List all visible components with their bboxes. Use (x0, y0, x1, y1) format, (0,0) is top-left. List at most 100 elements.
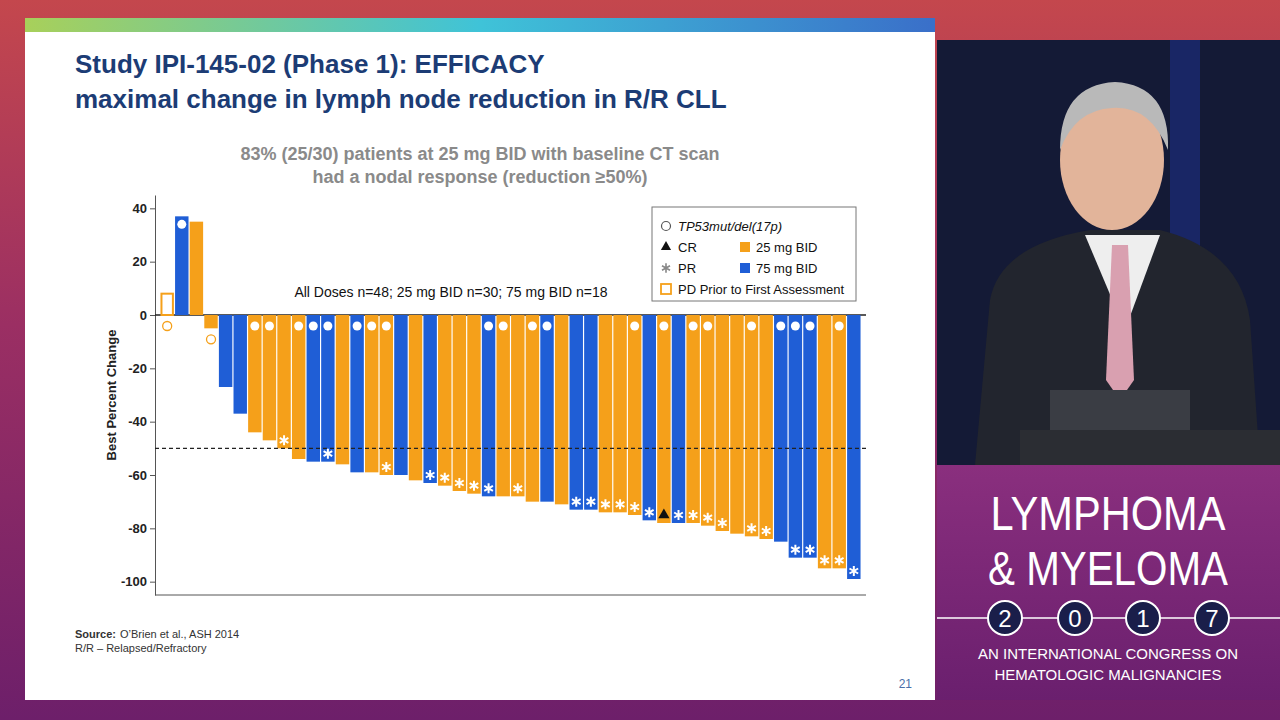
y-tick: -60 (128, 468, 155, 483)
bar (511, 315, 524, 496)
cr-marker (658, 508, 669, 518)
tp53-marker (776, 322, 785, 331)
bar (204, 315, 217, 328)
slide-top-bar (25, 18, 935, 32)
legend-triangle (661, 241, 671, 250)
bar (467, 315, 480, 494)
annotation: All Doses n=48; 25 mg BID n=30; 75 mg BI… (294, 284, 607, 300)
bar (453, 315, 466, 491)
y-tick: -20 (128, 361, 155, 376)
plot-area (155, 216, 866, 579)
bar (482, 315, 495, 496)
bar (803, 315, 816, 558)
tp53-marker (805, 322, 814, 331)
tp53-marker (265, 322, 274, 331)
pr-marker (587, 497, 596, 507)
pr-marker (616, 499, 625, 509)
legend-symbol (661, 284, 671, 294)
pr-marker (806, 545, 815, 555)
speaker-body (975, 230, 1260, 465)
y-tick: -40 (128, 414, 155, 429)
bar (701, 315, 714, 526)
bar (555, 315, 568, 504)
bar (716, 315, 729, 531)
y-tick-label: 0 (140, 308, 147, 323)
video-bg (937, 40, 1280, 465)
legend-label: PR (678, 261, 696, 276)
bar (336, 315, 349, 464)
source-text: O’Brien et al., ASH 2014 (120, 628, 239, 640)
legend-circle (662, 222, 671, 231)
bar (832, 315, 845, 568)
pr-marker (835, 555, 844, 565)
legend-label: 25 mg BID (756, 240, 817, 255)
bar (584, 315, 597, 510)
bar (423, 315, 436, 483)
y-tick-mark (150, 262, 155, 263)
slide-title: maximal change in lymph node reduction i… (75, 84, 727, 114)
bar (730, 315, 743, 534)
tp53-marker (353, 322, 362, 331)
year-circle (1126, 601, 1160, 635)
bar (175, 216, 188, 315)
bar (292, 315, 305, 459)
y-tick-mark (150, 528, 155, 529)
y-tick-mark (150, 475, 155, 476)
footnote: R/R – Relapsed/Refractory (75, 642, 207, 654)
pr-marker (324, 449, 333, 459)
page-number: 21 (899, 677, 913, 691)
bar (277, 315, 290, 448)
bar (789, 315, 802, 558)
year-digit: 7 (1205, 605, 1218, 632)
y-tick-label: -40 (128, 414, 147, 429)
bar (774, 315, 787, 542)
tp53-marker (659, 322, 668, 331)
y-axis: 40200-20-40-60-80-100 (121, 196, 156, 596)
y-axis-line (155, 196, 156, 596)
congress-name: LYMPHOMA (991, 487, 1226, 540)
bar (321, 315, 334, 462)
pr-marker (572, 497, 581, 507)
pr-marker (674, 510, 683, 520)
tp53-marker (294, 322, 303, 331)
speaker-video (937, 40, 1280, 465)
tp53-marker (382, 322, 391, 331)
bar (686, 315, 699, 523)
bar (248, 315, 261, 432)
y-axis-title: Best Percent Change (104, 330, 119, 461)
bar (540, 315, 553, 502)
y-tick: 0 (140, 308, 155, 323)
bar (438, 315, 451, 486)
y-tick-label: 40 (133, 201, 147, 216)
tp53-marker (367, 322, 376, 331)
pr-marker (426, 470, 435, 480)
legend-swatch (740, 242, 750, 252)
year-digit: 1 (1136, 605, 1149, 632)
tp53-marker (309, 322, 318, 331)
tp53-marker (163, 322, 172, 331)
pr-marker (703, 513, 712, 523)
bar (643, 315, 656, 520)
y-tick-mark (150, 315, 155, 316)
bar (307, 315, 320, 462)
bar (263, 315, 276, 440)
y-tick-label: -80 (128, 521, 147, 536)
x-axis-line (155, 595, 866, 596)
bar (847, 315, 860, 579)
tp53-marker (703, 322, 712, 331)
y-tick-mark (150, 582, 155, 583)
bar (190, 222, 203, 315)
bar (219, 315, 232, 387)
source: Source:O’Brien et al., ASH 2014 (75, 628, 239, 640)
legend-label: CR (678, 240, 697, 255)
bar (409, 315, 422, 480)
bar (380, 315, 393, 475)
reference-line (155, 448, 866, 449)
year-circle (1058, 601, 1092, 635)
pr-marker (718, 518, 727, 528)
chart-subtitle: 83% (25/30) patients at 25 mg BID with b… (240, 144, 719, 164)
bar (570, 315, 583, 510)
pr-marker (440, 473, 449, 483)
y-tick-mark (150, 422, 155, 423)
tp53-marker (207, 335, 216, 344)
